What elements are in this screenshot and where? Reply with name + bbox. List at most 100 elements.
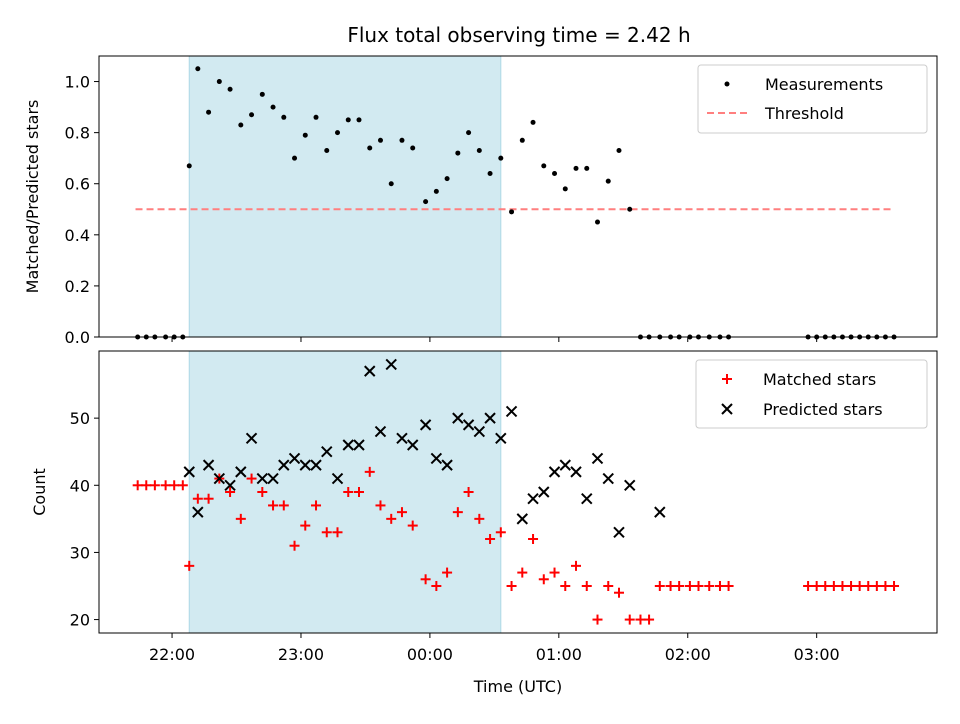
matched-star-point bbox=[192, 493, 203, 504]
measurement-point bbox=[455, 150, 461, 156]
predicted-star-point bbox=[516, 513, 529, 525]
predicted-star-point bbox=[331, 472, 344, 485]
ratio-y-tick-label: 0.2 bbox=[65, 277, 90, 296]
chart-title: Flux total observing time = 2.42 h bbox=[347, 23, 690, 47]
matched-star-point bbox=[571, 560, 582, 571]
measurement-point bbox=[206, 109, 212, 115]
predicted-star-point bbox=[364, 365, 376, 377]
ratio-observing-window bbox=[189, 56, 501, 337]
count-legend: Matched stars Predicted stars bbox=[695, 359, 928, 429]
measurement-point bbox=[281, 114, 287, 120]
predicted-star-point bbox=[654, 506, 666, 518]
matched-star-point bbox=[431, 581, 442, 591]
matched-star-point bbox=[693, 581, 704, 591]
measurement-point bbox=[627, 206, 633, 212]
matched-star-point bbox=[300, 520, 311, 531]
matched-star-point bbox=[704, 581, 715, 591]
matched-star-point bbox=[538, 574, 549, 585]
matched-star-point bbox=[396, 507, 407, 518]
predicted-star-point bbox=[353, 439, 365, 451]
count-y-tick-label: 20 bbox=[70, 611, 90, 630]
matched-star-point bbox=[353, 487, 364, 497]
matched-star-point bbox=[278, 500, 289, 511]
matched-star-point bbox=[684, 581, 695, 591]
ratio-y-tick-label: 0.0 bbox=[65, 328, 90, 347]
predicted-star-point bbox=[407, 439, 419, 451]
measurement-point bbox=[423, 199, 429, 205]
matched-star-point bbox=[235, 513, 246, 524]
count-y-tick-label: 30 bbox=[70, 543, 90, 562]
predicted-star-point bbox=[602, 472, 614, 485]
matched-stars-legend-marker bbox=[722, 374, 732, 384]
predicted-star-point bbox=[310, 459, 322, 471]
matched-star-point bbox=[375, 500, 386, 511]
measurement-point bbox=[335, 130, 341, 136]
predicted-stars-legend-marker bbox=[721, 403, 733, 415]
matched-star-point bbox=[177, 480, 188, 491]
matched-star-point bbox=[463, 487, 474, 497]
measurement-point bbox=[541, 163, 547, 169]
count-y-tick-label: 50 bbox=[70, 409, 90, 428]
time-x-axis-label: Time (UTC) bbox=[473, 677, 562, 696]
measurement-point bbox=[367, 145, 373, 151]
predicted-stars-legend-glyph bbox=[721, 403, 733, 415]
measurement-point bbox=[530, 119, 536, 125]
matched-star-point bbox=[811, 581, 822, 591]
predicted-star-point bbox=[430, 452, 443, 465]
measurement-point bbox=[573, 165, 579, 171]
measurement-point bbox=[595, 219, 601, 225]
ratio-y-tick-label: 0.8 bbox=[65, 124, 90, 143]
time-x-tick-label: 23:00 bbox=[278, 645, 324, 664]
measurement-point bbox=[584, 165, 590, 171]
matched-star-point bbox=[654, 581, 665, 591]
matched-star-point bbox=[592, 614, 603, 625]
predicted-star-point bbox=[613, 526, 625, 538]
matched-star-point bbox=[321, 527, 332, 538]
matched-star-point bbox=[225, 487, 236, 497]
predicted-star-point bbox=[235, 466, 247, 478]
matched-star-point bbox=[141, 480, 152, 491]
matched-star-point bbox=[517, 567, 528, 578]
predicted-star-point bbox=[505, 405, 518, 418]
measurement-point bbox=[249, 112, 255, 118]
measurement-point bbox=[302, 132, 308, 138]
predicted-star-point bbox=[624, 479, 636, 491]
threshold-legend-label: Threshold bbox=[764, 104, 844, 123]
count-panel: 20 30 40 50 22:00 23:00 00:00 01:00 02:00 03:00 C… bbox=[30, 350, 938, 696]
measurement-point bbox=[195, 66, 201, 72]
measurement-point bbox=[487, 171, 493, 177]
time-x-tick-label: 22:00 bbox=[149, 645, 195, 664]
predicted-star-point bbox=[452, 412, 464, 424]
predicted-star-point bbox=[385, 358, 397, 371]
measurement-point bbox=[388, 181, 394, 187]
ratio-y-tick-label: 1.0 bbox=[65, 73, 90, 92]
ratio-panel-frame bbox=[98, 55, 938, 338]
matched-star-point bbox=[674, 581, 685, 591]
predicted-star-point bbox=[538, 486, 550, 498]
measurement-point bbox=[270, 104, 276, 110]
matched-star-point bbox=[549, 567, 560, 578]
measurement-point bbox=[433, 188, 439, 194]
matched-star-point bbox=[889, 581, 900, 591]
predicted-star-point bbox=[527, 493, 539, 505]
matched-star-point bbox=[184, 560, 195, 571]
measurement-point bbox=[377, 137, 383, 143]
ratio-y-tick-label: 0.6 bbox=[65, 175, 90, 194]
measurement-point bbox=[227, 86, 233, 92]
measurement-point bbox=[345, 117, 351, 123]
matched-star-point bbox=[506, 581, 517, 591]
matched-star-point bbox=[871, 581, 882, 591]
matched-star-point bbox=[149, 480, 160, 491]
matched-star-point bbox=[246, 473, 257, 484]
predicted-star-point bbox=[342, 439, 354, 451]
measurement-point bbox=[616, 148, 622, 154]
measurement-point bbox=[476, 148, 482, 154]
matched-star-point bbox=[289, 540, 300, 551]
predicted-stars-legend-label: Predicted stars bbox=[763, 400, 883, 419]
matched-star-point bbox=[644, 614, 655, 625]
matched-star-point bbox=[343, 487, 354, 497]
measurements-legend-marker bbox=[724, 81, 730, 87]
matched-star-point bbox=[420, 574, 431, 585]
matched-star-point bbox=[474, 513, 485, 524]
